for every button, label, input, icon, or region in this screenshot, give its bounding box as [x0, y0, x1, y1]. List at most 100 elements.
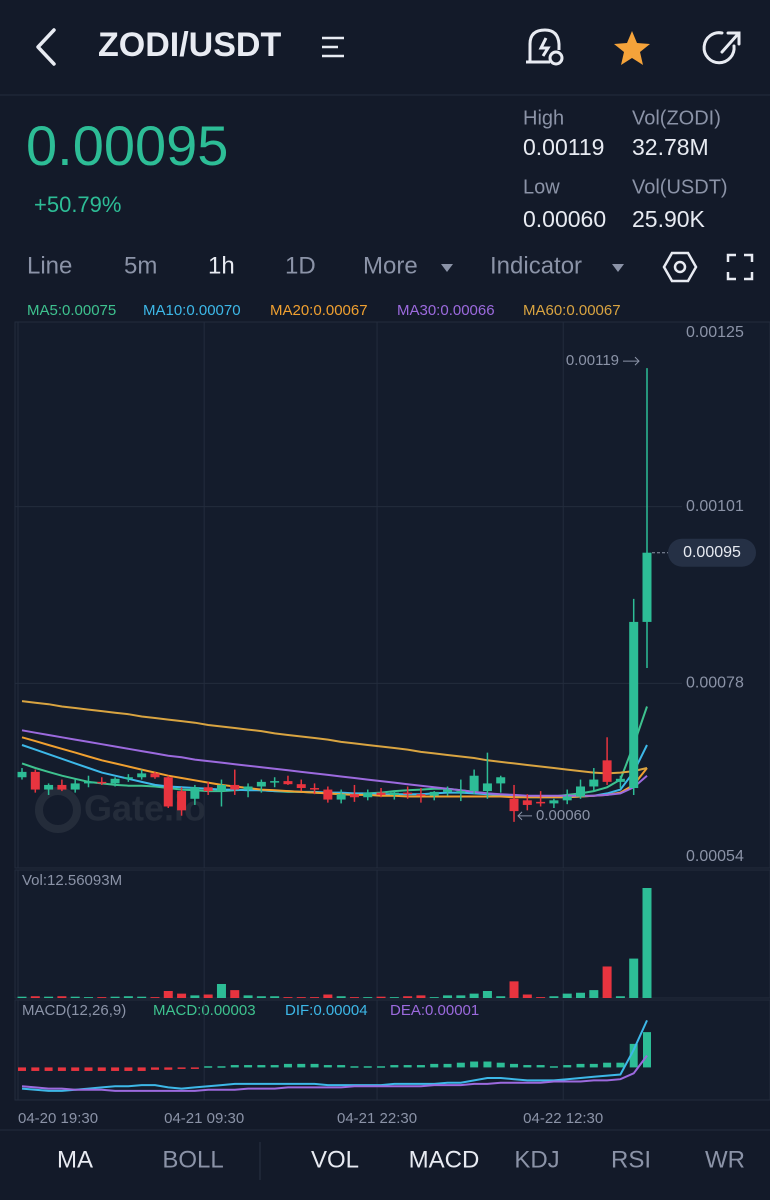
ma-line	[21, 700, 648, 775]
indicator-tab[interactable]: RSI	[611, 1146, 651, 1173]
candle-body	[629, 621, 639, 789]
favorite-star[interactable]	[614, 31, 650, 65]
x-tick-label: 04-21 09:30	[164, 1110, 244, 1127]
interval-tab[interactable]: Line	[27, 252, 72, 279]
dif-legend: DIF:0.00004	[285, 1002, 368, 1019]
volume-bar	[456, 995, 466, 998]
volume-bar	[57, 996, 67, 998]
watermark-text: Gate.io	[84, 788, 206, 829]
candle-body	[469, 775, 479, 792]
volume-bar	[30, 996, 40, 998]
indicator-tab[interactable]: WR	[705, 1146, 745, 1173]
interval-tab-active[interactable]: 1h	[208, 252, 235, 279]
macd-bar	[430, 1063, 439, 1068]
volume-bar	[522, 994, 532, 998]
volume-bar	[376, 996, 386, 998]
alert-icon[interactable]	[526, 28, 564, 66]
y-tick-label: 0.00078	[686, 675, 744, 692]
volume-bar	[190, 995, 200, 998]
y-tick-label: 0.00125	[686, 324, 744, 341]
macd-bar	[563, 1065, 572, 1068]
macd-bar	[230, 1065, 239, 1068]
candle-body	[150, 773, 160, 778]
volume-bar	[17, 996, 27, 998]
dropdown-caret	[441, 264, 453, 272]
x-tick-label: 04-21 22:30	[337, 1110, 417, 1127]
candle-body	[57, 784, 67, 790]
macd-bar	[536, 1065, 545, 1068]
volume-bar	[216, 983, 226, 998]
candle-body	[376, 792, 386, 795]
macd-bar	[456, 1062, 465, 1068]
dea-legend: DEA:0.00001	[390, 1002, 479, 1019]
candle-body	[177, 791, 187, 811]
volume-bar	[336, 996, 346, 998]
low-marker: 0.00060	[536, 807, 590, 824]
settings-icon[interactable]	[662, 251, 698, 283]
volume-bar	[562, 993, 572, 998]
stat-value: 0.00119	[523, 134, 604, 160]
macd-bar	[97, 1067, 106, 1071]
macd-bar	[496, 1062, 505, 1068]
volume-bar	[256, 996, 266, 998]
macd-bar	[363, 1066, 372, 1068]
indicator-tab-active[interactable]: MACD	[409, 1146, 480, 1173]
candle-body	[283, 781, 293, 785]
last-price-label: 0.00095	[683, 544, 741, 561]
share-icon[interactable]	[702, 31, 741, 65]
high-marker-arrow	[623, 356, 640, 366]
candle-body	[536, 801, 546, 804]
macd-title: MACD(12,26,9)	[22, 1002, 126, 1019]
indicator-tab[interactable]: BOLL	[162, 1146, 223, 1173]
macd-bar	[483, 1061, 492, 1068]
macd-bar	[217, 1066, 226, 1068]
candle-body	[522, 800, 532, 805]
volume-bar	[150, 997, 160, 998]
x-tick-label: 04-22 12:30	[523, 1110, 603, 1127]
back-button[interactable]	[36, 28, 56, 66]
candle-body	[70, 783, 80, 790]
dif-line	[21, 1019, 648, 1092]
volume-bar	[323, 994, 333, 998]
candle-body	[482, 783, 492, 792]
candle-body	[44, 784, 54, 790]
indicator-tab-active[interactable]: MA	[57, 1146, 93, 1173]
macd-bar	[377, 1066, 386, 1068]
macd-bar	[523, 1065, 532, 1068]
volume-bar	[203, 994, 213, 998]
volume-bar	[602, 966, 612, 998]
macd-bar	[18, 1067, 26, 1071]
macd-bar	[57, 1067, 66, 1071]
fullscreen-icon[interactable]	[726, 253, 754, 281]
candle-body	[243, 786, 253, 790]
volume-bar	[469, 993, 479, 998]
macd-bar	[443, 1063, 452, 1068]
stat-label: Vol(USDT)	[632, 176, 728, 198]
volume-bar	[177, 993, 187, 998]
volume-label: Vol:12.56093M	[22, 872, 122, 889]
macd-bar	[137, 1067, 146, 1071]
macd-bar	[643, 1032, 651, 1068]
indicator-tab[interactable]: Indicator	[490, 252, 582, 279]
macd-bar	[244, 1065, 253, 1068]
macd-bar	[283, 1063, 292, 1068]
interval-tab[interactable]: 5m	[124, 252, 157, 279]
candle-body	[203, 787, 213, 792]
macd-bar	[576, 1063, 585, 1068]
candle-body	[97, 781, 107, 784]
volume-bar	[283, 997, 293, 998]
pair-title[interactable]: ZODI/USDT	[98, 26, 281, 64]
volume-bar	[70, 996, 80, 998]
more-tab[interactable]: More	[363, 252, 418, 279]
indicator-tab-active[interactable]: VOL	[311, 1146, 359, 1173]
volume-bar	[123, 996, 133, 998]
candle-body	[190, 787, 200, 799]
indicator-tab[interactable]: KDJ	[514, 1146, 559, 1173]
volume-bar	[97, 997, 107, 998]
stat-value: 0.00060	[523, 206, 606, 232]
candle-body	[323, 789, 333, 800]
interval-tab[interactable]: 1D	[285, 252, 316, 279]
pair-menu-icon[interactable]	[322, 36, 344, 58]
high-marker: 0.00119	[566, 352, 619, 369]
